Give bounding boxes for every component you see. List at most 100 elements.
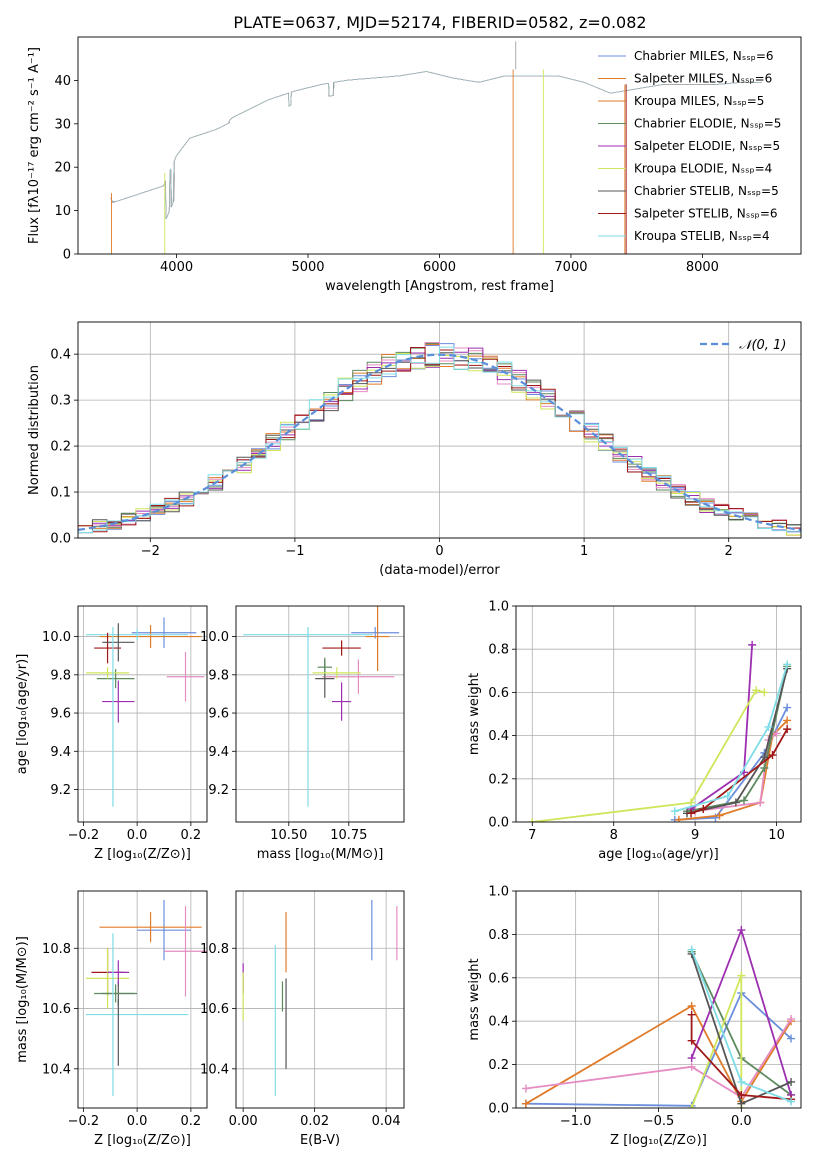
x-axis-label: E(B-V)	[300, 1133, 340, 1148]
y-tick-label: 9.2	[208, 783, 229, 798]
y-axis-label: mass weight	[467, 958, 482, 1040]
legend-label: 𝒩(0, 1)	[739, 338, 786, 353]
y-tick-label: 10.6	[42, 1002, 71, 1017]
x-tick-label: 7	[528, 828, 536, 843]
weight-line-pink	[525, 1018, 792, 1099]
x-axis-label: Z [log₁₀(Z/Z⊙)]	[94, 1133, 191, 1148]
y-tick-label: 10.0	[200, 630, 229, 645]
y-tick-label: 0.2	[50, 440, 71, 455]
legend-label: Chabrier STELIB, Nₛₛₚ=5	[634, 184, 779, 198]
weight-marker-red	[687, 1010, 696, 1019]
legend-label: Kroupa MILES, Nₛₛₚ=5	[634, 94, 764, 108]
weight-marker-pink	[772, 729, 781, 738]
x-tick-label: 0.04	[372, 1114, 401, 1129]
y-tick-label: 10.0	[42, 630, 71, 645]
axes-frame	[515, 605, 802, 823]
axes-frame	[235, 605, 405, 823]
weight-line-yellow	[532, 689, 765, 822]
x-tick-label: −2	[141, 544, 160, 559]
weight-marker-pink	[787, 1015, 796, 1024]
x-tick-label: 4000	[160, 260, 193, 275]
weight-marker-red	[783, 725, 792, 734]
plot-area	[243, 606, 400, 807]
y-tick-label: 0.1	[50, 486, 71, 501]
weight-marker-purple	[748, 640, 757, 649]
legend-label: Kroupa ELODIE, Nₛₛₚ=4	[634, 162, 772, 176]
x-tick-label: 10	[768, 828, 785, 843]
weight-line-purple	[690, 644, 753, 810]
weight-marker-pink	[756, 798, 765, 807]
y-tick-label: 9.6	[50, 707, 71, 722]
weight-marker-yellow	[752, 686, 761, 695]
x-tick-label: −0.5	[643, 1114, 675, 1129]
age_vs_mass-panel: 10.50 10.75 9.2 9.4 9.6 9.8 10.0 mass [log₁₀(M/…	[200, 605, 405, 862]
age_vs_Z-panel: −0.2 0.0 0.2 9.2 9.4 9.6 9.8 10.0 Z [log₁₀(Z/Z⊙)…	[15, 605, 208, 862]
y-tick-label: 0.4	[488, 1015, 509, 1030]
weight-marker-red	[768, 751, 777, 760]
y-tick-label: 0.0	[488, 816, 509, 831]
weight_vs_age-panel: 7 8 9 10 0.0 0.2 0.4 0.6 0.8 1.0 age [log₁₀(age/yr…	[467, 600, 802, 862]
y-tick-label: 0.8	[488, 928, 509, 943]
y-tick-label: 9.8	[208, 668, 229, 683]
weight-marker-orange	[674, 815, 683, 822]
x-tick-label: 0.2	[181, 1114, 202, 1129]
plot-area	[86, 617, 205, 807]
weight-marker-gray	[760, 753, 769, 762]
y-tick-label: 10.6	[200, 1002, 229, 1017]
axes-frame	[515, 890, 802, 1109]
legend-label: Salpeter ELODIE, Nₛₛₚ=5	[634, 139, 780, 153]
weight-marker-cyan	[670, 807, 679, 816]
weight-marker-blue	[711, 813, 720, 822]
weight-marker-orange	[715, 811, 724, 820]
y-tick-label: 10	[54, 204, 71, 219]
legend-label: Salpeter MILES, Nₛₛₚ=6	[634, 72, 772, 86]
weight-marker-cyan	[764, 722, 773, 731]
weight-marker-pink	[687, 1062, 696, 1071]
y-tick-label: 0.0	[488, 1102, 509, 1117]
y-tick-label: 20	[54, 161, 71, 176]
weight-marker-yellow	[687, 1104, 696, 1108]
weight-marker-cyan	[787, 1097, 796, 1106]
x-tick-label: 1	[580, 544, 588, 559]
weight-line-gray	[686, 668, 789, 815]
x-tick-label: 10.50	[270, 828, 307, 843]
x-tick-label: −1	[285, 544, 304, 559]
y-tick-label: 10.4	[200, 1062, 229, 1077]
x-tick-label: 0.0	[127, 1114, 148, 1129]
legend-label: Chabrier MILES, Nₛₛₚ=6	[634, 49, 774, 63]
mass_vs_Z-panel: −0.2 0.0 0.2 10.4 10.6 10.8 Z [log₁₀(Z/Z⊙)] mas…	[15, 890, 208, 1148]
x-axis-label: Z [log₁₀(Z/Z⊙)]	[610, 1133, 707, 1148]
weight-line-cyan	[674, 664, 789, 813]
weight-line-red	[690, 728, 788, 815]
y-tick-label: 1.0	[488, 600, 509, 615]
axes-frame	[77, 321, 802, 539]
plot-area	[528, 640, 792, 822]
x-tick-label: −0.2	[68, 828, 100, 843]
weight-marker-yellow	[760, 688, 769, 697]
x-tick-label: 0.2	[181, 828, 202, 843]
y-tick-label: 9.8	[50, 668, 71, 683]
weight-marker-red	[687, 809, 696, 818]
y-tick-label: 0.6	[488, 971, 509, 986]
weight-marker-green	[760, 764, 769, 772]
weight-marker-gray	[731, 798, 740, 807]
x-tick-label: −1.0	[560, 1114, 592, 1129]
weight-marker-orange	[783, 716, 792, 725]
plot-area	[242, 900, 398, 1096]
x-tick-label: 0.02	[300, 1114, 329, 1129]
spectrum-panel: 4000 5000 6000 7000 8000 0 10 20 30 40 wavelength …	[27, 36, 802, 294]
plot-area	[86, 900, 207, 1096]
x-axis-label: mass [log₁₀(M/M⊙)]	[257, 847, 384, 862]
y-tick-label: 10.8	[200, 942, 229, 957]
x-axis-label: wavelength [Angstrom, rest frame]	[325, 279, 554, 294]
mass_vs_ebv-panel: 0.00 0.02 0.04 10.4 10.6 10.8 E(B-V)	[200, 890, 405, 1148]
y-axis-label: Normed distribution	[27, 365, 42, 495]
x-tick-label: 8000	[686, 260, 719, 275]
y-tick-label: 0.8	[488, 643, 509, 658]
spectrum-title: PLATE=0637, MJD=52174, FIBERID=0582, z=0…	[233, 13, 646, 32]
weight-marker-blue	[783, 703, 792, 712]
y-tick-label: 9.4	[50, 745, 71, 760]
y-tick-label: 0	[63, 248, 71, 263]
x-tick-label: 10.75	[330, 828, 367, 843]
weight-marker-purple	[737, 926, 746, 935]
